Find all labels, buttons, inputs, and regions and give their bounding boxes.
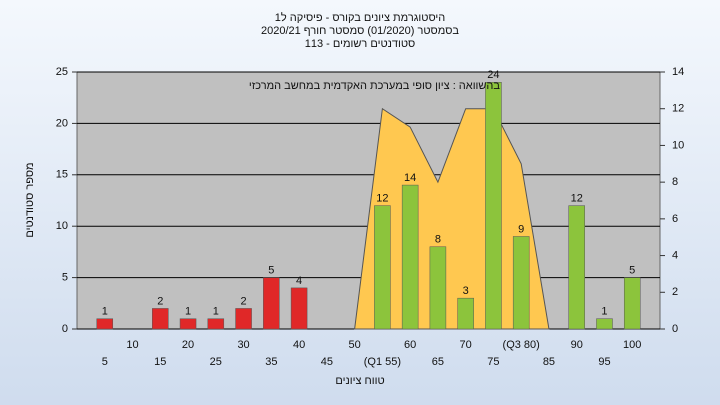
x-tick-label: 75 xyxy=(487,356,499,368)
x-tick-label: 100 xyxy=(623,339,641,351)
y-tick-label: 20 xyxy=(56,117,68,129)
x-tick-label: 40 xyxy=(293,339,305,351)
y2-tick-label: 10 xyxy=(672,139,684,151)
x-tick-label: 70 xyxy=(460,339,472,351)
y2-tick-label: 8 xyxy=(672,176,678,188)
x-tick-label: 10 xyxy=(126,339,138,351)
value-label: 24 xyxy=(487,69,499,81)
bar xyxy=(235,308,252,330)
value-label: 14 xyxy=(404,172,416,184)
bar xyxy=(623,277,641,330)
value-label: 5 xyxy=(268,265,274,277)
x-tick-label: 30 xyxy=(237,339,249,351)
y2-tick-label: 14 xyxy=(672,66,684,78)
bar xyxy=(374,205,391,330)
value-label: 12 xyxy=(376,193,388,205)
bar xyxy=(596,318,613,330)
value-label: 5 xyxy=(629,265,635,277)
y2-tick-label: 12 xyxy=(672,103,684,115)
x-tick-label: 15 xyxy=(154,356,166,368)
x-tick-label: 65 xyxy=(432,356,444,368)
y2-tick-label: 0 xyxy=(672,323,678,335)
title-line: בסמסטר (01/2020) סמסטר חורף 2020/21 xyxy=(261,25,459,37)
x-tick-label: 5 xyxy=(102,356,108,368)
value-label: 1 xyxy=(213,306,219,318)
title-line: היסטוגרמת ציונים בקורס - פיסיקה ל1 xyxy=(275,11,446,24)
x-tick-label: 45 xyxy=(321,356,333,368)
value-label: 8 xyxy=(435,234,441,246)
annotation: בהשוואה : ציון סופי במערכת האקדמית במחשב… xyxy=(249,80,501,92)
y-tick-label: 15 xyxy=(56,169,68,181)
y-tick-label: 10 xyxy=(56,220,68,232)
y-tick-label: 0 xyxy=(62,323,68,335)
bar xyxy=(179,318,197,330)
value-label: 1 xyxy=(102,306,108,318)
bar xyxy=(290,287,308,330)
x-tick-label: (Q3 80) xyxy=(503,339,540,351)
x-axis-label: טווח ציונים xyxy=(335,375,384,387)
bar xyxy=(263,277,280,330)
x-tick-label: 25 xyxy=(210,356,222,368)
bar xyxy=(568,205,585,330)
y-axis-label: מספר סטודנטים xyxy=(24,162,36,237)
bar xyxy=(485,82,502,330)
bar xyxy=(96,318,114,330)
value-label: 4 xyxy=(296,275,302,287)
value-label: 2 xyxy=(157,295,163,307)
x-tick-label: 20 xyxy=(182,339,194,351)
bar xyxy=(429,246,447,330)
value-label: 12 xyxy=(571,193,583,205)
x-tick-label: 60 xyxy=(404,339,416,351)
value-label: 1 xyxy=(601,306,607,318)
x-tick-label: 35 xyxy=(265,356,277,368)
bar xyxy=(401,184,419,330)
y2-tick-label: 2 xyxy=(672,286,678,298)
y2-tick-label: 4 xyxy=(672,249,678,261)
y2-tick-label: 6 xyxy=(672,213,678,225)
x-tick-label: 85 xyxy=(543,356,555,368)
x-tick-label: 90 xyxy=(571,339,583,351)
title-line: סטודנטים רשומים - 113 xyxy=(305,38,416,50)
x-tick-label: (Q1 55) xyxy=(364,356,401,368)
bar xyxy=(207,318,225,330)
bar xyxy=(457,297,474,330)
y-tick-label: 25 xyxy=(56,66,68,78)
value-label: 9 xyxy=(518,223,524,235)
value-label: 1 xyxy=(185,306,191,318)
bar xyxy=(512,236,530,330)
y-tick-label: 5 xyxy=(62,272,68,284)
bar xyxy=(152,308,169,330)
x-tick-label: 95 xyxy=(598,356,610,368)
x-tick-label: 50 xyxy=(348,339,360,351)
value-label: 2 xyxy=(241,295,247,307)
value-label: 3 xyxy=(463,285,469,297)
